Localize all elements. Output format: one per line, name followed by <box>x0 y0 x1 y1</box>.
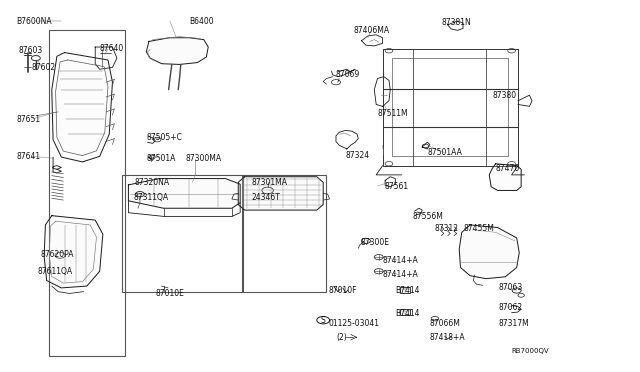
Text: 87381N: 87381N <box>442 19 471 28</box>
Text: 87501AA: 87501AA <box>428 148 462 157</box>
Text: RB7000QV: RB7000QV <box>511 348 549 354</box>
Text: 87010E: 87010E <box>156 289 184 298</box>
Text: 87010F: 87010F <box>328 286 357 295</box>
Text: 87406MA: 87406MA <box>354 26 390 35</box>
Bar <box>400 309 410 315</box>
Text: 87511M: 87511M <box>378 109 408 118</box>
Text: 87505+C: 87505+C <box>147 133 182 142</box>
Text: 87300E: 87300E <box>360 238 389 247</box>
Text: 01125-03041: 01125-03041 <box>328 319 380 328</box>
Text: 87414+A: 87414+A <box>383 256 419 264</box>
Text: 87063: 87063 <box>499 283 523 292</box>
Text: 87561: 87561 <box>385 182 408 190</box>
Bar <box>392 58 508 156</box>
Polygon shape <box>489 164 521 190</box>
Bar <box>383 49 518 166</box>
Text: 87501A: 87501A <box>147 154 175 163</box>
Text: 87611QA: 87611QA <box>38 267 73 276</box>
Bar <box>400 287 410 293</box>
Text: 87640: 87640 <box>100 44 124 53</box>
Text: B7414: B7414 <box>396 310 420 318</box>
Polygon shape <box>44 216 103 288</box>
Text: 87312: 87312 <box>435 224 459 233</box>
Text: 87651: 87651 <box>17 115 41 124</box>
Text: 87602: 87602 <box>31 63 56 72</box>
Polygon shape <box>460 225 519 279</box>
Bar <box>242 175 326 292</box>
Text: B7414: B7414 <box>396 286 420 295</box>
Text: S: S <box>321 316 326 325</box>
Polygon shape <box>129 179 240 208</box>
Polygon shape <box>238 177 323 210</box>
Text: 24346T: 24346T <box>252 193 280 202</box>
Text: 87620PA: 87620PA <box>40 250 74 259</box>
Text: 87066M: 87066M <box>430 319 461 328</box>
Text: 87418+A: 87418+A <box>430 333 465 343</box>
Text: (2): (2) <box>336 333 347 343</box>
Polygon shape <box>147 38 208 64</box>
Text: 87311QA: 87311QA <box>134 193 169 202</box>
Text: 87603: 87603 <box>19 46 43 55</box>
Text: 87455M: 87455M <box>463 224 494 233</box>
Text: 87300MA: 87300MA <box>186 154 222 163</box>
Bar <box>122 175 243 292</box>
Text: 87062: 87062 <box>499 303 523 312</box>
Text: 87069: 87069 <box>336 70 360 79</box>
Text: 87414+A: 87414+A <box>383 270 419 279</box>
Text: 87301MA: 87301MA <box>252 178 287 187</box>
Text: 87324: 87324 <box>346 151 370 160</box>
Text: 87320NA: 87320NA <box>135 178 170 187</box>
Text: 87641: 87641 <box>17 152 41 161</box>
Polygon shape <box>52 52 113 162</box>
Bar <box>49 31 125 356</box>
Text: 87317M: 87317M <box>499 319 529 328</box>
Text: B7600NA: B7600NA <box>17 17 52 26</box>
Text: B6400: B6400 <box>189 17 214 26</box>
Text: 87470: 87470 <box>495 164 520 173</box>
Text: 87380: 87380 <box>492 91 516 100</box>
Text: 87556M: 87556M <box>413 212 444 221</box>
